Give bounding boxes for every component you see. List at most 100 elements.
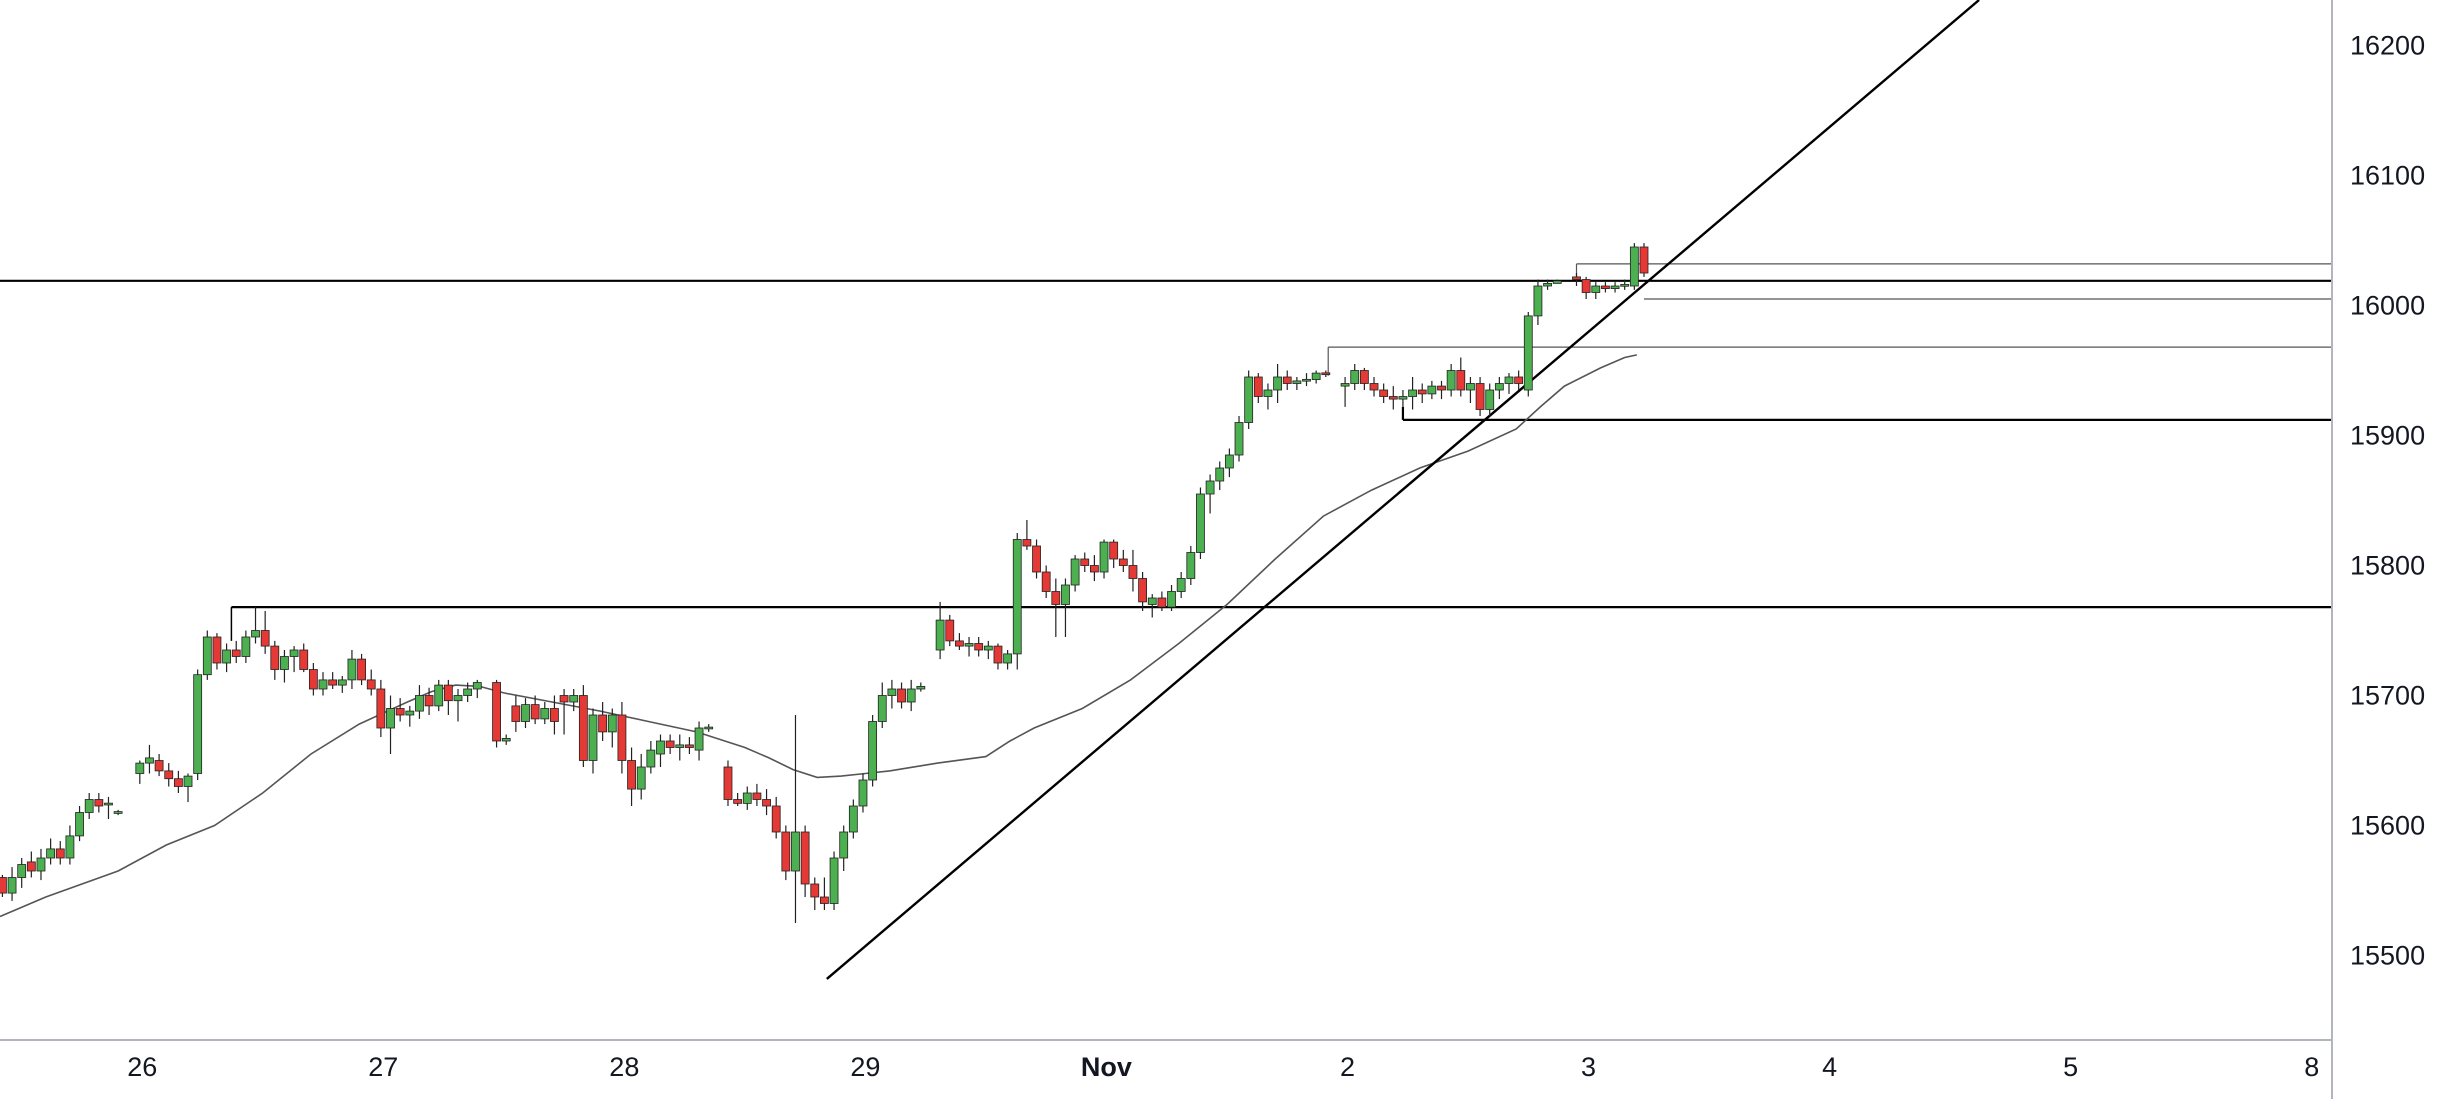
candle: [46, 838, 56, 865]
candle-body: [1089, 565, 1099, 573]
candle: [636, 754, 646, 800]
candle-body: [511, 705, 521, 722]
candle-body: [202, 636, 212, 676]
price-tick-label: 16100: [2350, 161, 2425, 191]
candle-body: [848, 805, 858, 833]
candle-body: [424, 695, 434, 707]
candle: [868, 715, 878, 787]
candle-body: [617, 714, 627, 761]
candle-body: [742, 792, 752, 804]
candle-body: [492, 682, 501, 742]
candle: [521, 698, 530, 728]
candle-body: [993, 645, 1003, 664]
candle-body: [1620, 284, 1630, 287]
candle-body: [877, 695, 887, 722]
candle-body: [241, 636, 251, 657]
candle-body: [173, 778, 183, 787]
candle: [415, 685, 424, 719]
candle: [308, 663, 318, 696]
candle-body: [694, 727, 704, 751]
candle-body: [781, 831, 791, 872]
candle: [1263, 383, 1273, 410]
price-tick-label: 15500: [2350, 941, 2425, 971]
candle: [1215, 461, 1225, 491]
candle-body: [578, 695, 588, 761]
candle: [1302, 373, 1311, 387]
candle: [1089, 555, 1099, 582]
candle-body: [1359, 370, 1369, 384]
candle: [1070, 555, 1080, 592]
candle-body: [588, 714, 598, 761]
candle-body: [415, 695, 424, 712]
candle: [1032, 539, 1041, 579]
candle: [1369, 377, 1379, 397]
candle-body: [154, 760, 164, 772]
candle: [1572, 273, 1581, 286]
candle: [1099, 539, 1109, 579]
candle: [17, 858, 27, 888]
candle: [791, 715, 800, 923]
candle: [829, 851, 839, 910]
candle: [897, 682, 906, 709]
candle-body: [935, 619, 945, 651]
candle-body: [1215, 467, 1225, 482]
candle-body: [771, 805, 781, 833]
candle: [318, 672, 328, 696]
candle-body: [55, 848, 65, 859]
candle: [1273, 364, 1282, 403]
candle: [800, 825, 810, 897]
candle: [1456, 357, 1466, 397]
candle-body: [1205, 480, 1215, 495]
candle-body: [1340, 383, 1350, 387]
candle-body: [7, 877, 17, 894]
candle-body: [1012, 539, 1022, 655]
candle-body: [395, 708, 405, 716]
candle: [820, 877, 829, 910]
candle: [569, 689, 579, 712]
candle-body: [212, 636, 222, 664]
candle: [395, 698, 405, 722]
candle: [202, 630, 212, 680]
candle: [1629, 243, 1639, 290]
candle: [1041, 565, 1051, 598]
candle: [704, 724, 714, 732]
candle-body: [501, 738, 511, 742]
candle-body: [1109, 541, 1119, 560]
candle-body: [810, 883, 820, 898]
candle-body: [723, 766, 733, 800]
candle: [646, 741, 656, 774]
candle-body: [1234, 422, 1244, 456]
candle-body: [945, 619, 955, 642]
candle: [0, 874, 7, 897]
candle-body: [1408, 389, 1417, 397]
candle-body: [675, 744, 685, 748]
candle-body: [145, 757, 154, 764]
candle-body: [1601, 285, 1610, 289]
candle: [858, 773, 868, 813]
candle: [1167, 585, 1176, 611]
candle-body: [1475, 383, 1485, 410]
time-tick-label: 26: [127, 1052, 157, 1082]
price-axis-labels: 15500 15600 15700 15800 15900 16000 16100 16200: [2350, 31, 2425, 971]
candle: [598, 702, 608, 741]
candle: [1620, 279, 1630, 290]
candle: [578, 685, 588, 767]
candle-body: [839, 831, 849, 859]
candle-body: [193, 674, 203, 774]
candle: [675, 734, 685, 761]
candle: [251, 607, 260, 644]
candle-body: [164, 770, 174, 780]
candle: [1340, 377, 1350, 407]
candle: [723, 760, 733, 806]
candle-body: [906, 688, 916, 703]
time-tick-label: 29: [850, 1052, 880, 1082]
candle: [1292, 377, 1302, 390]
candle-body: [791, 831, 800, 872]
candle-body: [1427, 385, 1437, 395]
ascending-trendline: [826, 0, 1980, 980]
candle-body: [46, 848, 56, 859]
candle-body: [222, 649, 231, 664]
candle: [685, 737, 694, 754]
candle-body: [1543, 282, 1552, 287]
